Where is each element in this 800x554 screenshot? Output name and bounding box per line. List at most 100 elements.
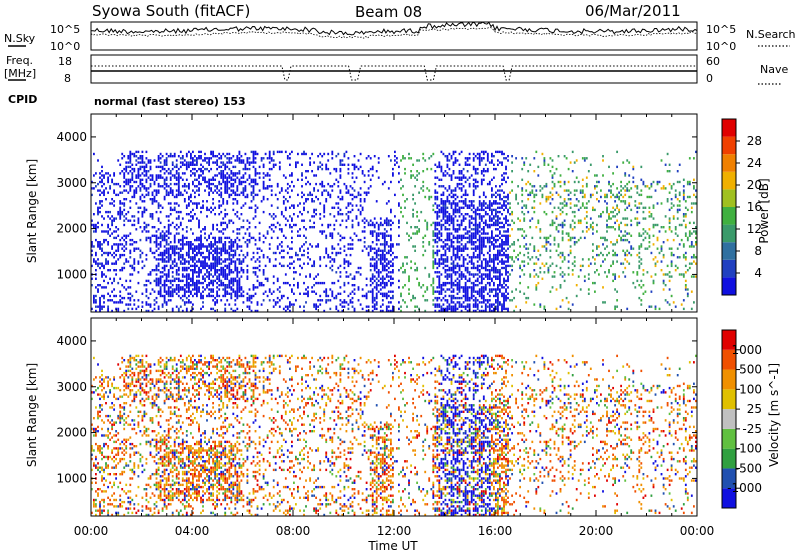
- range-gate-cell: [545, 185, 548, 188]
- range-gate-cell: [262, 273, 265, 276]
- range-gate-cell: [503, 217, 505, 220]
- range-gate-cell: [157, 277, 160, 280]
- range-gate-cell: [501, 182, 503, 186]
- range-gate-cell: [103, 217, 105, 220]
- range-gate-cell: [446, 256, 449, 259]
- range-gate-cell: [464, 204, 467, 207]
- range-gate-cell: [355, 234, 358, 237]
- range-gate-cell: [371, 247, 374, 250]
- range-gate-cell: [311, 226, 314, 229]
- range-gate-cell: [349, 299, 352, 302]
- range-gate-cell: [505, 217, 507, 220]
- range-gate-cell: [161, 258, 164, 261]
- range-gate-cell: [484, 213, 487, 216]
- range-gate-cell: [216, 258, 219, 261]
- range-gate-cell: [517, 258, 520, 261]
- range-gate-cell: [484, 307, 487, 311]
- range-gate-cell: [284, 281, 287, 285]
- range-gate-cell: [159, 258, 162, 261]
- range-gate-cell: [349, 236, 352, 240]
- range-gate-cell: [159, 277, 162, 280]
- range-gate-cell: [507, 241, 509, 244]
- range-gate-cell: [177, 269, 180, 272]
- range-gate-cell: [434, 303, 437, 306]
- range-gate-cell: [291, 288, 293, 291]
- range-gate-cell: [440, 170, 443, 173]
- range-gate-cell: [474, 185, 477, 188]
- range-gate-cell: [111, 253, 114, 257]
- range-gate-cell: [232, 245, 235, 248]
- range-gate-cell: [185, 279, 188, 283]
- range-gate-cell: [444, 294, 447, 298]
- range-gate-cell: [159, 165, 162, 169]
- range-gate-cell: [185, 266, 188, 270]
- range-gate-cell: [462, 176, 465, 179]
- range-gate-cell: [434, 251, 437, 255]
- range-gate-cell: [347, 215, 350, 218]
- range-gate-cell: [272, 290, 275, 293]
- range-gate-cell: [381, 232, 384, 235]
- range-gate-cell: [303, 243, 305, 246]
- range-gate-cell: [448, 217, 451, 220]
- range-gate-cell: [442, 152, 445, 156]
- range-gate-cell: [137, 150, 140, 154]
- range-gate-cell: [212, 284, 215, 287]
- range-gate-cell: [236, 273, 239, 276]
- range-gate-cell: [200, 260, 202, 263]
- range-gate-cell: [165, 279, 168, 283]
- range-gate-cell: [484, 288, 487, 291]
- range-gate-cell: [347, 243, 350, 246]
- range-gate-cell: [527, 262, 530, 265]
- range-gate-cell: [248, 161, 251, 164]
- range-gate-cell: [529, 193, 532, 197]
- range-gate-cell: [210, 152, 213, 156]
- range-gate-cell: [478, 163, 481, 166]
- range-gate-cell: [497, 258, 499, 261]
- range-gate-cell: [432, 266, 435, 270]
- range-gate-cell: [230, 238, 233, 242]
- range-gate-cell: [456, 210, 459, 214]
- range-gate-cell: [450, 279, 453, 283]
- range-gate-cell: [131, 273, 134, 276]
- range-gate-cell: [545, 236, 548, 240]
- range-gate-cell: [208, 236, 211, 240]
- range-gate-cell: [188, 202, 190, 205]
- range-gate-cell: [177, 266, 180, 270]
- range-gate-cell: [238, 232, 241, 235]
- range-gate-cell: [497, 249, 499, 252]
- range-gate-cell: [254, 260, 257, 263]
- range-gate-cell: [501, 174, 503, 177]
- range-gate-cell: [440, 210, 443, 214]
- range-gate-cell: [484, 260, 487, 263]
- range-gate-cell: [107, 309, 110, 313]
- range-gate-cell: [484, 269, 487, 272]
- range-gate-cell: [521, 200, 524, 203]
- range-gate-cell: [177, 187, 180, 190]
- range-gate-cell: [99, 299, 101, 302]
- range-gate-cell: [387, 219, 390, 222]
- range-gate-cell: [410, 174, 413, 177]
- range-gate-cell: [404, 167, 406, 171]
- range-gate-cell: [505, 230, 507, 233]
- range-gate-cell: [505, 157, 507, 160]
- range-gate-cell: [503, 178, 505, 181]
- range-gate-cell: [398, 219, 400, 222]
- range-gate-cell: [109, 277, 112, 280]
- range-gate-cell: [188, 299, 190, 302]
- range-gate-cell: [196, 206, 198, 209]
- range-gate-cell: [436, 305, 439, 308]
- range-gate-cell: [133, 266, 136, 270]
- range-gate-cell: [222, 217, 225, 220]
- range-gate-cell: [311, 170, 314, 173]
- range-gate-cell: [444, 245, 447, 248]
- range-gate-cell: [117, 234, 120, 237]
- range-gate-cell: [343, 262, 346, 265]
- range-gate-cell: [133, 167, 136, 171]
- range-gate-cell: [282, 307, 285, 311]
- range-gate-cell: [131, 215, 134, 218]
- range-gate-cell: [480, 296, 483, 300]
- range-gate-cell: [258, 172, 261, 175]
- range-gate-cell: [194, 284, 196, 287]
- range-gate-cell: [438, 178, 441, 181]
- range-gate-cell: [390, 264, 392, 268]
